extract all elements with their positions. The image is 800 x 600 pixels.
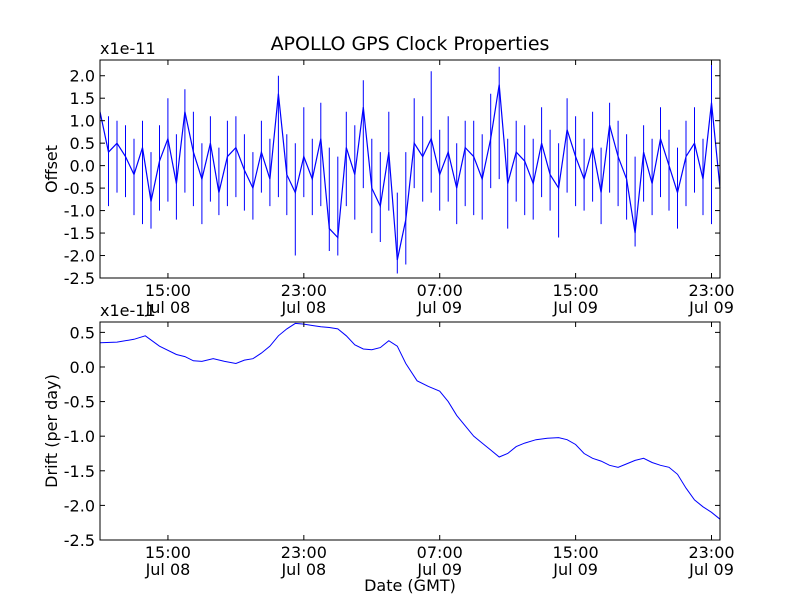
offset-x-tick-date: Jul 08 (145, 298, 191, 317)
drift-y-tick-label: -1.0 (64, 427, 95, 446)
drift-x-tick-time: 23:00 (281, 543, 327, 562)
chart-title: APOLLO GPS Clock Properties (271, 33, 550, 55)
offset-x-tick-time: 15:00 (553, 281, 599, 300)
offset-plot-frame (99, 59, 721, 279)
offset-x-tick-date: Jul 08 (280, 298, 326, 317)
drift-x-tick-time: 07:00 (417, 543, 463, 562)
drift-x-tick-date: Jul 09 (552, 560, 598, 579)
drift-x-tick-time: 15:00 (145, 543, 191, 562)
offset-x-tick-date: Jul 09 (688, 298, 734, 317)
offset-x-tick-time: 07:00 (417, 281, 463, 300)
offset-panel: 2.0 1.5 1.0 0.5 0.0 -0.5 -1.0 -1.5 -2.0 -2.5 15:00… (64, 59, 735, 317)
offset-range-bars (99, 62, 721, 274)
offset-y-tick-label: -1.5 (64, 224, 95, 243)
drift-x-tick-time: 23:00 (688, 543, 734, 562)
drift-y-tick-label: -0.5 (64, 393, 95, 412)
offset-x-tick-time: 23:00 (281, 281, 327, 300)
offset-y-tick-label: 0.0 (70, 157, 95, 176)
drift-y-tick-label: 0.5 (70, 323, 95, 342)
offset-y-tick-label: 0.5 (70, 134, 95, 153)
offset-x-tick-time: 15:00 (145, 281, 191, 300)
drift-scale-label: x1e-11 (100, 301, 156, 320)
drift-x-tick-time: 15:00 (553, 543, 599, 562)
drift-x-tick-date: Jul 08 (280, 560, 326, 579)
offset-y-tick-label: 2.0 (70, 67, 95, 86)
drift-y-tick-label: -2.5 (64, 531, 95, 550)
offset-series-line (99, 84, 721, 261)
offset-scale-label: x1e-11 (100, 39, 156, 58)
drift-y-axis-label: Drift (per day) (42, 374, 61, 488)
drift-x-tick-date: Jul 09 (688, 560, 734, 579)
x-axis-label: Date (GMT) (364, 576, 456, 595)
drift-y-tick-label: -1.5 (64, 462, 95, 481)
drift-y-tick-label: -2.0 (64, 496, 95, 515)
offset-x-tick-date: Jul 09 (552, 298, 598, 317)
offset-y-tick-label: -2.5 (64, 269, 95, 288)
offset-y-tick-label: 1.5 (70, 89, 95, 108)
offset-x-tick-time: 23:00 (688, 281, 734, 300)
drift-y-tick-label: 0.0 (70, 358, 95, 377)
offset-y-axis-label: Offset (42, 145, 61, 193)
drift-plot-frame (99, 321, 721, 541)
offset-y-tick-label: -2.0 (64, 247, 95, 266)
offset-x-tick-date: Jul 09 (416, 298, 462, 317)
drift-x-tick-date: Jul 08 (145, 560, 191, 579)
offset-y-tick-label: -0.5 (64, 179, 95, 198)
offset-y-tick-label: -1.0 (64, 202, 95, 221)
drift-series-line (99, 322, 721, 520)
drift-x-tick-date: Jul 09 (416, 560, 462, 579)
offset-y-tick-label: 1.0 (70, 112, 95, 131)
